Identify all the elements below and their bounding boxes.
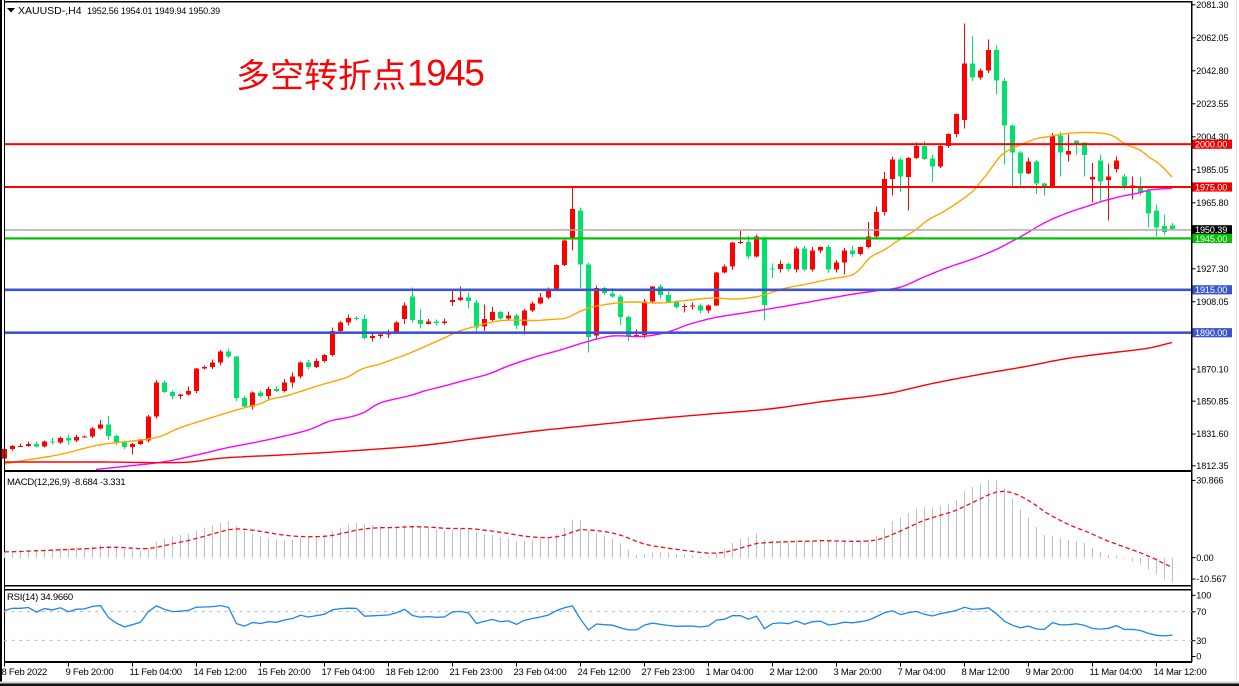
- svg-text:18 Feb 12:00: 18 Feb 12:00: [386, 667, 439, 678]
- svg-text:2042.80: 2042.80: [1196, 66, 1228, 76]
- svg-text:2081.30: 2081.30: [1196, 0, 1228, 10]
- svg-text:RSI(14) 34.9660: RSI(14) 34.9660: [7, 592, 73, 603]
- svg-text:XAUUSD-,H4: XAUUSD-,H4: [18, 5, 82, 17]
- svg-text:8 Mar 12:00: 8 Mar 12:00: [962, 667, 1010, 678]
- svg-text:1945.00: 1945.00: [1195, 234, 1227, 244]
- svg-text:2004.30: 2004.30: [1196, 132, 1228, 142]
- svg-text:8 Feb 2022: 8 Feb 2022: [2, 667, 48, 678]
- svg-text:15 Feb 20:00: 15 Feb 20:00: [258, 667, 311, 678]
- svg-text:1985.05: 1985.05: [1196, 165, 1228, 175]
- svg-text:1927.30: 1927.30: [1196, 264, 1228, 274]
- svg-text:70: 70: [1196, 607, 1206, 617]
- svg-text:30.866: 30.866: [1196, 476, 1223, 486]
- svg-text:1950.39: 1950.39: [1195, 225, 1227, 235]
- svg-text:2000.00: 2000.00: [1195, 140, 1227, 150]
- svg-text:3 Mar 20:00: 3 Mar 20:00: [834, 667, 882, 678]
- svg-text:17 Feb 04:00: 17 Feb 04:00: [322, 667, 375, 678]
- svg-text:1870.10: 1870.10: [1196, 364, 1228, 374]
- svg-text:27 Feb 23:00: 27 Feb 23:00: [642, 667, 695, 678]
- svg-text:1908.05: 1908.05: [1196, 297, 1228, 307]
- svg-text:9 Feb 20:00: 9 Feb 20:00: [66, 667, 114, 678]
- svg-text:9 Mar 20:00: 9 Mar 20:00: [1026, 667, 1074, 678]
- svg-text:MACD(12,26,9) -8.684 -3.331: MACD(12,26,9) -8.684 -3.331: [7, 477, 125, 488]
- svg-text:2023.55: 2023.55: [1196, 99, 1228, 109]
- svg-text:30: 30: [1196, 636, 1206, 646]
- svg-text:0: 0: [1196, 652, 1201, 662]
- svg-text:1975.00: 1975.00: [1195, 182, 1227, 192]
- svg-text:11 Feb 04:00: 11 Feb 04:00: [130, 667, 182, 678]
- svg-text:1965.80: 1965.80: [1196, 198, 1228, 208]
- svg-text:23 Feb 04:00: 23 Feb 04:00: [514, 667, 567, 678]
- svg-text:-10.567: -10.567: [1196, 574, 1226, 584]
- svg-text:1812.35: 1812.35: [1196, 461, 1228, 471]
- svg-text:1952.56 1954.01 1949.94 1950.3: 1952.56 1954.01 1949.94 1950.39: [87, 6, 220, 16]
- svg-text:2062.05: 2062.05: [1196, 33, 1228, 43]
- svg-text:1831.60: 1831.60: [1196, 429, 1228, 439]
- svg-text:100: 100: [1196, 591, 1211, 601]
- svg-text:1945: 1945: [407, 53, 484, 94]
- svg-text:11 Mar 04:00: 11 Mar 04:00: [1090, 667, 1142, 678]
- svg-text:7 Mar 04:00: 7 Mar 04:00: [898, 667, 946, 678]
- svg-text:14 Mar 12:00: 14 Mar 12:00: [1154, 667, 1207, 678]
- svg-text:21 Feb 23:00: 21 Feb 23:00: [450, 667, 503, 678]
- svg-text:1850.85: 1850.85: [1196, 396, 1228, 406]
- svg-text:2 Mar 12:00: 2 Mar 12:00: [770, 667, 818, 678]
- svg-text:0.00: 0.00: [1196, 553, 1213, 563]
- svg-text:1915.00: 1915.00: [1195, 285, 1227, 295]
- svg-text:14 Feb 12:00: 14 Feb 12:00: [194, 667, 247, 678]
- svg-text:24 Feb 12:00: 24 Feb 12:00: [578, 667, 631, 678]
- svg-text:1 Mar 04:00: 1 Mar 04:00: [706, 667, 754, 678]
- svg-text:1890.00: 1890.00: [1195, 328, 1227, 338]
